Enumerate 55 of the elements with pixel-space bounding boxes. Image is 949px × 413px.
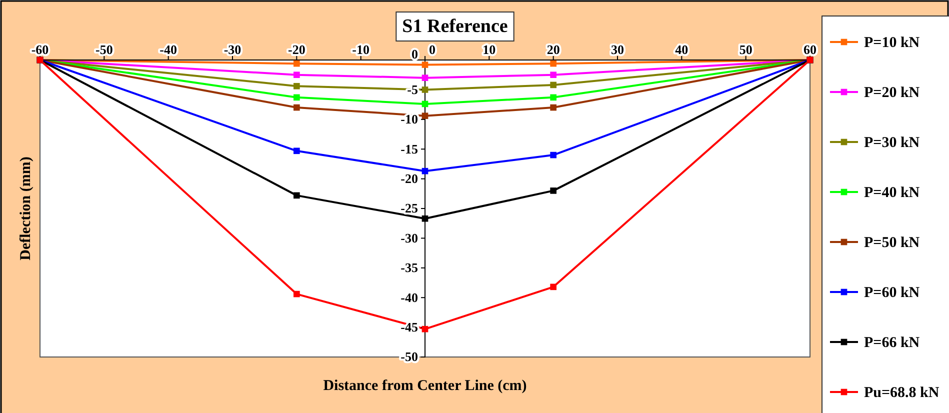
point <box>422 168 428 174</box>
point <box>422 62 428 68</box>
y-tick-label: -15 <box>400 141 418 156</box>
y-tick-label: -30 <box>400 230 418 246</box>
point <box>422 112 428 119</box>
x-tick-label: -40 <box>160 42 178 57</box>
point <box>422 100 428 108</box>
point <box>294 60 300 67</box>
legend-label: P=40 kN <box>864 185 920 201</box>
legend-label: P=66 kN <box>864 335 920 351</box>
point <box>422 326 428 332</box>
x-tick-label: 50 <box>739 42 752 57</box>
legend-label: P=20 kN <box>864 85 920 101</box>
point <box>294 290 300 298</box>
point <box>294 72 300 78</box>
point <box>550 104 556 111</box>
x-axis-title: Distance from Center Line (cm) <box>323 378 527 394</box>
chart-title: S1 Reference <box>402 16 508 37</box>
y-tick-label: -35 <box>400 260 418 276</box>
x-tick-label: -30 <box>224 42 242 57</box>
point <box>550 284 556 290</box>
legend-label: Pu=68.8 kN <box>864 385 940 401</box>
point <box>294 82 300 90</box>
legend-label: P=60 kN <box>864 285 920 301</box>
point <box>550 188 556 194</box>
point <box>294 192 300 199</box>
y-tick-label: -10 <box>400 112 418 127</box>
point <box>550 94 556 101</box>
x-tick-label: -50 <box>95 42 113 57</box>
x-tick-label: -60 <box>31 42 49 57</box>
y-axis-title: Deflection (mm) <box>18 156 34 260</box>
y-tick-label: -20 <box>400 170 418 186</box>
point <box>294 94 300 101</box>
x-tick-label: 40 <box>675 42 688 57</box>
x-tick-label: -20 <box>288 42 306 57</box>
point <box>550 60 556 67</box>
x-tick-label: 60 <box>804 42 816 57</box>
x-tick-label: 20 <box>546 42 560 57</box>
point <box>550 72 556 78</box>
point <box>294 148 300 154</box>
y-tick-label: -25 <box>400 200 418 216</box>
legend-label: P=50 kN <box>864 235 920 251</box>
x-tick-label: -10 <box>352 42 370 57</box>
point <box>422 86 428 93</box>
point <box>550 152 556 158</box>
x-tick-label: 10 <box>482 42 496 57</box>
legend-label: P=30 kN <box>864 135 920 151</box>
point <box>422 215 428 222</box>
point <box>422 74 428 81</box>
legend-label: P=10 kN <box>864 35 920 51</box>
point <box>550 82 556 88</box>
x-tick-label: 0 <box>429 42 436 57</box>
point <box>294 104 300 111</box>
y-tick-label: -40 <box>400 290 418 305</box>
x-tick-label: 30 <box>611 42 624 57</box>
